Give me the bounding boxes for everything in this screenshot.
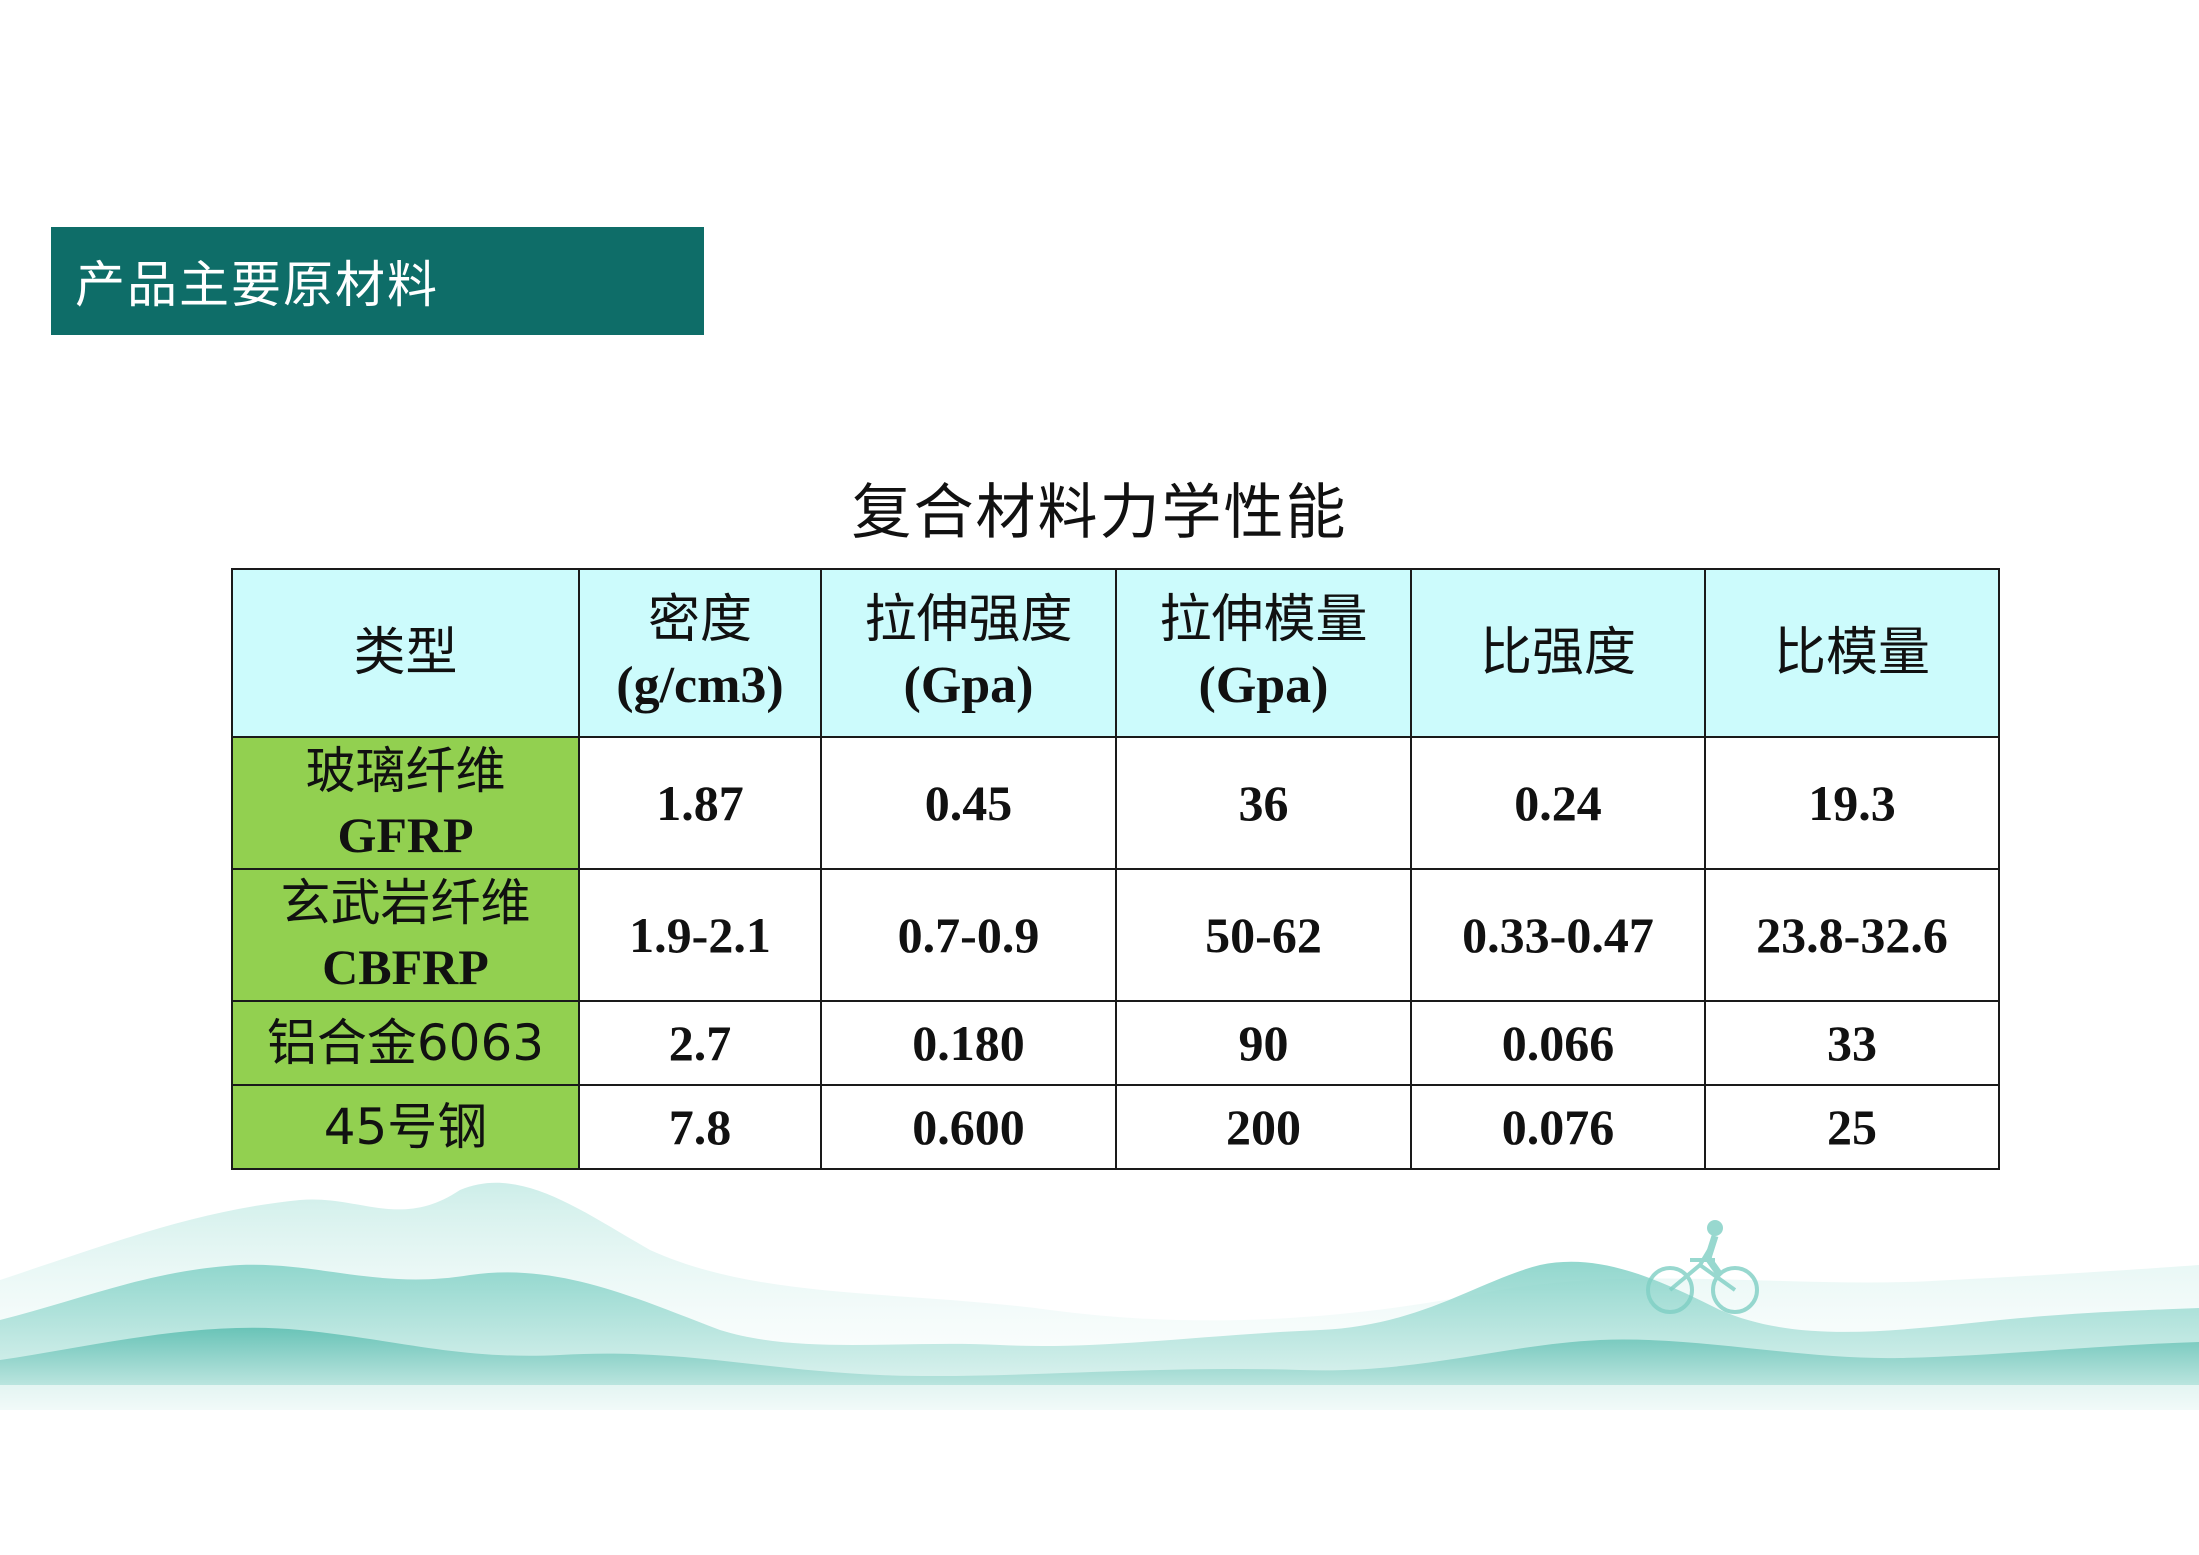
density-cell: 7.8	[578, 1084, 822, 1170]
row-type-cell: 45号钢	[231, 1084, 580, 1170]
table-row: 玻璃纤维 GFRP 1.87 0.45 36 0.24 19.3	[231, 736, 2000, 870]
header-type: 类型	[231, 568, 580, 738]
density-cell: 1.87	[578, 736, 822, 870]
header-specific-strength-label: 比强度	[1479, 623, 1636, 683]
specific-modulus-cell: 19.3	[1704, 736, 2000, 870]
table-row: 铝合金6063 2.7 0.180 90 0.066 33	[231, 1000, 2000, 1086]
row-type-en: CBFRP	[322, 939, 489, 995]
table-row: 45号钢 7.8 0.600 200 0.076 25	[231, 1084, 2000, 1170]
header-tensile-modulus-label: 拉伸模量	[1159, 590, 1368, 650]
row-type-cell: 玻璃纤维 GFRP	[231, 736, 580, 870]
specific-strength-cell: 0.24	[1410, 736, 1706, 870]
table-header-row: 类型 密度 (g/cm3) 拉伸强度 (Gpa) 拉伸模量 (Gpa) 比强度 …	[231, 568, 2000, 738]
table-row: 玄武岩纤维 CBFRP 1.9-2.1 0.7-0.9 50-62 0.33-0…	[231, 868, 2000, 1002]
density-cell: 1.9-2.1	[578, 868, 822, 1002]
properties-table: 类型 密度 (g/cm3) 拉伸强度 (Gpa) 拉伸模量 (Gpa) 比强度 …	[231, 568, 2000, 1170]
specific-modulus-cell: 33	[1704, 1000, 2000, 1086]
header-specific-strength: 比强度	[1410, 568, 1706, 738]
row-type-cn: 45号钢	[323, 1098, 488, 1156]
tensile-strength-cell: 0.45	[820, 736, 1117, 870]
header-density-label: 密度	[647, 590, 752, 650]
density-cell: 2.7	[578, 1000, 822, 1086]
row-type-cell: 铝合金6063	[231, 1000, 580, 1086]
section-title-banner: 产品主要原材料	[51, 227, 704, 335]
tensile-modulus-cell: 50-62	[1115, 868, 1412, 1002]
header-tensile-strength-unit: (Gpa)	[903, 657, 1034, 714]
header-specific-modulus: 比模量	[1704, 568, 2000, 738]
table-title: 复合材料力学性能	[851, 478, 1348, 548]
specific-strength-cell: 0.066	[1410, 1000, 1706, 1086]
header-tensile-strength: 拉伸强度 (Gpa)	[820, 568, 1117, 738]
specific-strength-cell: 0.33-0.47	[1410, 868, 1706, 1002]
row-type-en: GFRP	[337, 807, 474, 863]
row-type-cn: 玻璃纤维	[305, 742, 506, 800]
section-title: 产品主要原材料	[75, 256, 439, 314]
row-type-cn: 铝合金6063	[266, 1014, 545, 1072]
header-tensile-modulus: 拉伸模量 (Gpa)	[1115, 568, 1412, 738]
tensile-modulus-cell: 36	[1115, 736, 1412, 870]
header-density: 密度 (g/cm3)	[578, 568, 822, 738]
cyclist-silhouette-icon	[1646, 1220, 1759, 1314]
specific-modulus-cell: 25	[1704, 1084, 2000, 1170]
tensile-strength-cell: 0.180	[820, 1000, 1117, 1086]
header-tensile-strength-label: 拉伸强度	[864, 590, 1073, 650]
tensile-strength-cell: 0.7-0.9	[820, 868, 1117, 1002]
header-density-unit: (g/cm3)	[616, 657, 784, 714]
row-type-cell: 玄武岩纤维 CBFRP	[231, 868, 580, 1002]
tensile-strength-cell: 0.600	[820, 1084, 1117, 1170]
header-tensile-modulus-unit: (Gpa)	[1198, 657, 1329, 714]
row-type-cn: 玄武岩纤维	[280, 874, 531, 932]
specific-modulus-cell: 23.8-32.6	[1704, 868, 2000, 1002]
tensile-modulus-cell: 90	[1115, 1000, 1412, 1086]
tensile-modulus-cell: 200	[1115, 1084, 1412, 1170]
header-specific-modulus-label: 比模量	[1773, 623, 1930, 683]
mountain-landscape-illustration	[0, 1182, 2199, 1410]
header-type-label: 类型	[353, 623, 458, 683]
specific-strength-cell: 0.076	[1410, 1084, 1706, 1170]
